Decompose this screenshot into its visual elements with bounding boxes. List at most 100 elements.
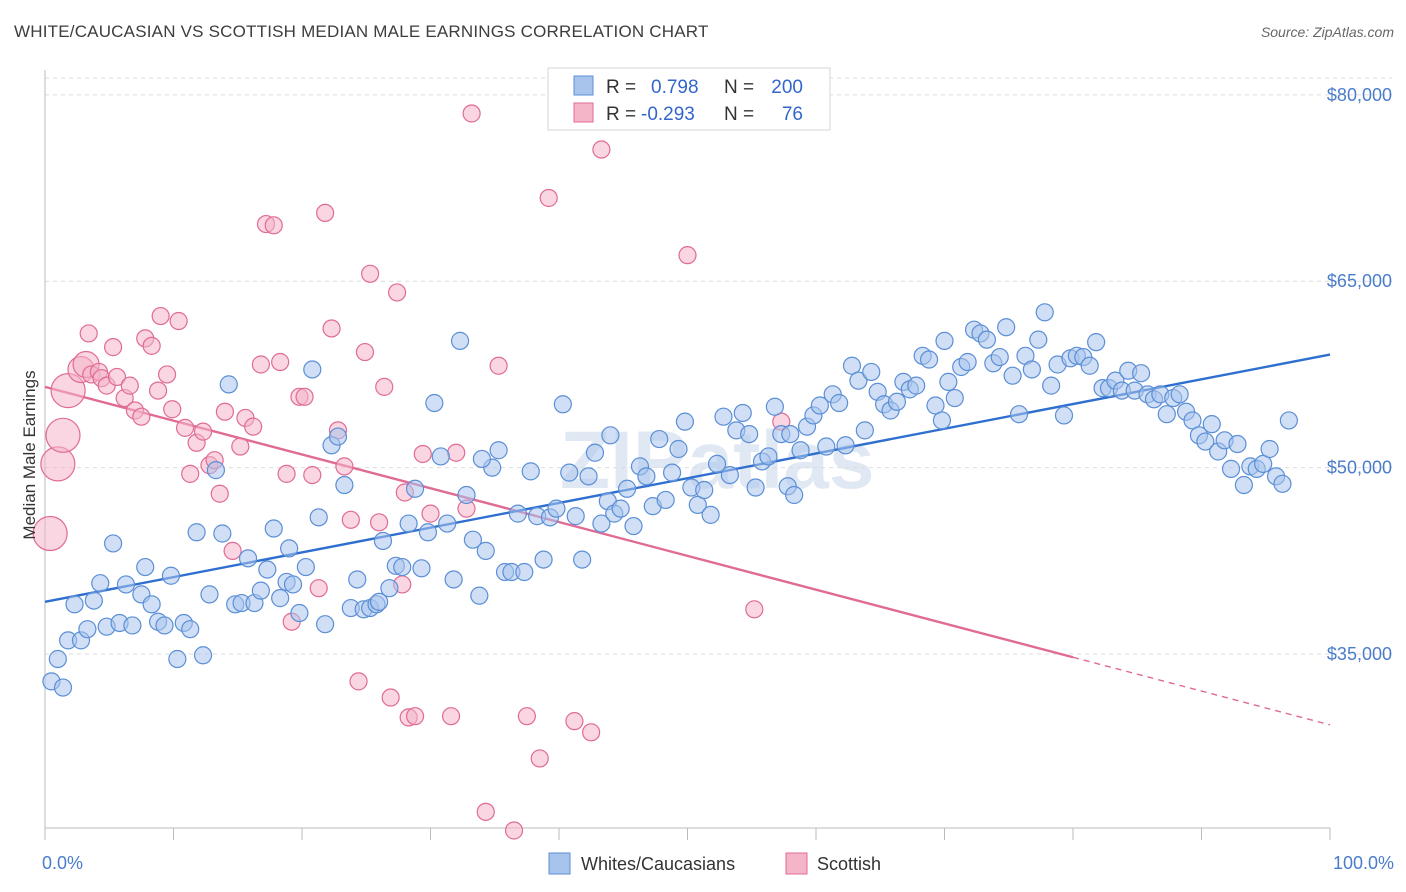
blue-point: [830, 393, 849, 413]
blue-point: [136, 557, 155, 577]
blue-point: [450, 331, 470, 350]
y-tick-label: $50,000: [1327, 458, 1392, 478]
blue-point: [1196, 432, 1215, 451]
blue-point: [219, 375, 238, 394]
blue-point: [213, 524, 232, 543]
blue-point: [714, 407, 733, 426]
pink-point: [223, 541, 242, 560]
pink-point: [120, 376, 139, 395]
blue-point: [791, 441, 810, 460]
blue-point: [740, 424, 759, 444]
blue-point: [1221, 459, 1241, 478]
blue-point: [849, 371, 868, 390]
blue-point: [945, 388, 964, 408]
blue-point: [187, 523, 206, 542]
blue-point: [919, 350, 939, 369]
blue-point: [733, 403, 752, 423]
blue-point: [1054, 406, 1074, 425]
bottom-legend-label-1: Whites/Caucasians: [581, 854, 735, 874]
source-label: Source: ZipAtlas.com: [1260, 24, 1394, 40]
blue-point: [958, 352, 977, 372]
blue-point: [1132, 364, 1151, 383]
blue-point: [759, 447, 778, 466]
blue-point: [489, 441, 508, 460]
blue-point: [290, 603, 309, 623]
y-tick-label: $35,000: [1327, 644, 1392, 664]
pink-point: [163, 400, 182, 419]
legend-n-value-1: 200: [771, 77, 803, 98]
blue-point: [601, 426, 620, 445]
pink-point: [271, 352, 290, 372]
pink-point: [295, 387, 314, 406]
chart-title: WHITE/CAUCASIAN VS SCOTTISH MEDIAN MALE …: [14, 22, 709, 41]
pink-point: [175, 418, 195, 437]
pink-point: [316, 203, 335, 223]
pink-point: [504, 821, 524, 840]
blue-point: [251, 581, 270, 600]
blue-point: [399, 514, 418, 533]
blue-point: [104, 534, 123, 553]
blue-point: [472, 449, 491, 469]
pink-point: [32, 515, 68, 552]
blue-point: [935, 331, 954, 350]
blue-point: [1273, 474, 1292, 493]
legend: R = 0.798 N = 200 R = -0.293 N = 76: [547, 67, 831, 131]
legend-n-label-1: N =: [724, 77, 754, 98]
grid: [45, 77, 1392, 655]
legend-r-label-2: R =: [606, 104, 636, 125]
blue-point: [193, 646, 213, 665]
pink-point: [387, 283, 407, 302]
pink-point: [309, 579, 328, 598]
blue-point: [707, 454, 727, 474]
pink-point: [539, 188, 558, 208]
pink-point: [157, 365, 177, 384]
pink-point: [244, 417, 263, 436]
pink-point: [104, 338, 123, 357]
blue-point: [161, 566, 181, 585]
pink-point: [421, 504, 440, 523]
blue-point: [264, 519, 283, 538]
blue-point: [1035, 303, 1054, 322]
pink-point: [193, 422, 213, 441]
blue-point: [309, 508, 328, 527]
blue-point: [280, 539, 299, 558]
blue-point: [335, 475, 354, 495]
blue-point: [84, 591, 103, 610]
blue-point: [521, 462, 540, 481]
blue-point: [283, 575, 303, 594]
blue-point: [168, 649, 187, 669]
blue-point: [370, 592, 389, 611]
bottom-legend-label-2: Scottish: [817, 854, 881, 874]
blue-point: [328, 427, 348, 446]
blue-point: [553, 395, 572, 414]
blue-point: [380, 579, 399, 598]
pink-trend-line: [44, 385, 1074, 659]
pink-point: [107, 367, 127, 387]
legend-swatch-blue: [573, 75, 594, 96]
blue-point: [810, 396, 829, 415]
y-tick-label: $65,000: [1327, 271, 1392, 291]
pink-point: [582, 723, 601, 742]
blue-point: [585, 443, 605, 462]
blue-point: [720, 465, 740, 485]
blue-point: [611, 499, 630, 518]
blue-point: [1279, 411, 1298, 430]
blue-point: [155, 616, 174, 635]
blue-point: [405, 479, 425, 498]
blue-point: [78, 620, 97, 639]
blue-point: [579, 467, 598, 486]
pink-point: [678, 246, 697, 265]
blue-point: [547, 499, 566, 518]
blue-point: [457, 485, 476, 505]
pink-point: [355, 342, 375, 362]
blue-point: [624, 516, 643, 536]
blue-point: [1080, 356, 1099, 375]
blue-point: [271, 589, 290, 608]
blue-point: [1157, 405, 1176, 424]
pink-point: [349, 672, 368, 691]
blue-point: [206, 461, 226, 480]
blue-point: [1003, 366, 1022, 385]
blue-point: [1022, 360, 1041, 379]
blue-point: [316, 615, 335, 634]
